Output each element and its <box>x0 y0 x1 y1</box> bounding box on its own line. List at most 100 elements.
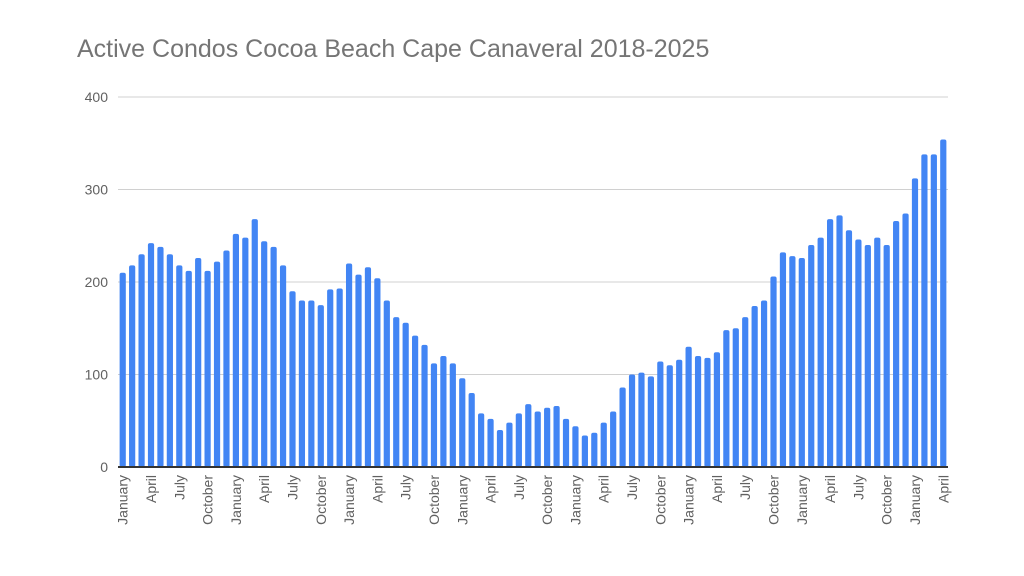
bar-aug-2020 <box>412 335 419 467</box>
bar-sep-2020 <box>421 344 428 467</box>
bar-dec-2024 <box>902 213 909 467</box>
bar-apr-2022 <box>600 422 607 467</box>
y-tick-label: 300 <box>85 182 109 198</box>
bar-feb-2024 <box>808 245 815 467</box>
bar-jun-2020 <box>393 317 400 467</box>
bar-nov-2024 <box>893 220 900 467</box>
bar-may-2018 <box>157 246 164 467</box>
x-tick-label: July <box>284 475 300 500</box>
bar-jun-2024 <box>845 230 853 467</box>
bar-oct-2023 <box>770 276 777 467</box>
x-tick-label: January <box>228 475 244 525</box>
bar-jan-2021 <box>459 378 466 467</box>
bar-may-2024 <box>836 215 843 467</box>
chart-title: Active Condos Cocoa Beach Cape Canaveral… <box>77 35 709 63</box>
bar-jan-2019 <box>232 233 239 467</box>
bar-jun-2023 <box>732 328 739 467</box>
x-tick-label: April <box>822 475 838 503</box>
bar-jan-2022 <box>572 426 579 467</box>
bar-oct-2018 <box>204 270 211 467</box>
bar-dec-2020 <box>449 363 456 467</box>
bar-oct-2019 <box>317 305 324 467</box>
bar-may-2021 <box>496 430 504 467</box>
bar-jan-2020 <box>345 263 353 467</box>
bar-feb-2023 <box>694 356 702 467</box>
y-axis-ticks: 0 100 200 300 400 <box>85 89 109 475</box>
x-tick-label: January <box>454 475 470 525</box>
bar-jun-2018 <box>166 254 173 467</box>
x-tick-label: October <box>200 475 216 525</box>
bar-jul-2022 <box>628 374 636 467</box>
x-tick-label: April <box>596 475 612 503</box>
bar-mar-2020 <box>364 267 372 467</box>
bar-jul-2020 <box>402 322 409 467</box>
x-tick-label: April <box>369 475 385 503</box>
x-tick-label: April <box>256 475 272 503</box>
bar-nov-2021 <box>553 405 560 467</box>
x-tick-label: April <box>143 475 159 503</box>
bar-dec-2022 <box>676 359 683 467</box>
x-axis-ticks: January April July October January April July O… <box>115 475 952 525</box>
bar-apr-2021 <box>487 418 494 467</box>
bar-jul-2018 <box>176 265 183 467</box>
bar-jul-2021 <box>515 413 522 467</box>
x-tick-label: April <box>709 475 725 503</box>
x-tick-label: January <box>567 475 583 525</box>
bar-jul-2024 <box>855 239 862 467</box>
bars <box>119 139 947 468</box>
bar-nov-2023 <box>779 252 787 467</box>
x-tick-label: October <box>313 475 329 525</box>
bar-aug-2021 <box>525 404 532 467</box>
bar-aug-2019 <box>298 300 306 467</box>
bar-jul-2019 <box>289 291 296 467</box>
bar-jan-2025 <box>911 178 919 467</box>
bar-mar-2021 <box>478 413 485 467</box>
bar-oct-2020 <box>430 363 438 467</box>
bar-nov-2022 <box>666 365 673 467</box>
bar-dec-2023 <box>789 256 796 467</box>
bar-may-2019 <box>270 246 277 467</box>
y-tick-label: 0 <box>100 459 108 475</box>
x-tick-label: October <box>539 475 555 525</box>
bar-feb-2018 <box>129 265 136 467</box>
x-tick-label: July <box>850 475 866 500</box>
x-tick-label: April <box>483 475 499 503</box>
bar-sep-2018 <box>195 257 202 467</box>
bar-feb-2025 <box>921 154 928 467</box>
bar-feb-2021 <box>468 393 475 467</box>
bar-aug-2018 <box>185 270 192 467</box>
bar-mar-2022 <box>591 432 598 467</box>
x-tick-label: July <box>511 475 527 500</box>
bar-dec-2021 <box>562 418 570 467</box>
bar-nov-2020 <box>440 356 447 467</box>
bar-jun-2022 <box>619 387 626 467</box>
bar-jan-2024 <box>798 257 805 467</box>
x-tick-label: January <box>681 475 697 525</box>
y-tick-label: 100 <box>85 367 109 383</box>
y-tick-label: 400 <box>85 89 109 105</box>
bar-sep-2021 <box>534 411 541 467</box>
bar-apr-2018 <box>147 243 155 467</box>
bar-mar-2024 <box>817 237 824 467</box>
bar-mar-2019 <box>251 219 258 467</box>
bar-oct-2024 <box>883 245 890 467</box>
bar-oct-2022 <box>657 361 664 467</box>
x-tick-label: October <box>652 475 668 525</box>
bar-jun-2021 <box>506 422 513 467</box>
bar-jan-2023 <box>685 346 692 467</box>
bar-feb-2022 <box>581 435 588 467</box>
bar-sep-2024 <box>874 237 881 467</box>
bar-dec-2018 <box>223 250 230 467</box>
bar-apr-2024 <box>827 219 834 467</box>
bar-aug-2022 <box>638 372 645 467</box>
bar-aug-2023 <box>751 306 758 467</box>
bar-mar-2023 <box>704 357 711 467</box>
x-tick-label: January <box>115 475 131 525</box>
bar-may-2020 <box>383 300 390 467</box>
y-tick-label: 200 <box>85 274 109 290</box>
x-tick-label: January <box>907 475 923 525</box>
bar-oct-2021 <box>544 407 551 467</box>
bar-mar-2025 <box>930 154 937 467</box>
bar-apr-2025 <box>940 139 947 468</box>
bar-dec-2019 <box>336 288 343 467</box>
